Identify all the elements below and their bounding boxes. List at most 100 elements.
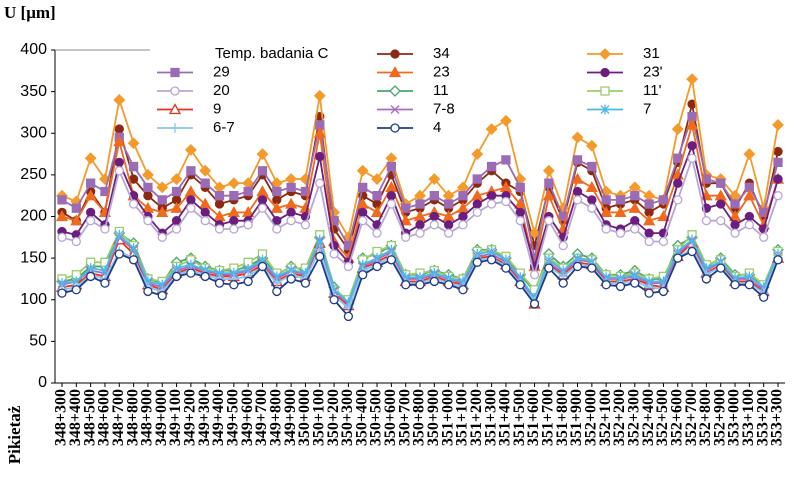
marker — [229, 191, 239, 201]
x-tick-label: 349+100 — [167, 389, 184, 446]
marker — [544, 178, 554, 188]
marker — [515, 216, 525, 226]
marker — [443, 228, 454, 238]
marker — [214, 224, 225, 234]
legend-marker — [600, 86, 610, 96]
marker — [773, 255, 783, 265]
y-tick-label: 100 — [20, 291, 47, 308]
marker — [70, 214, 83, 226]
marker — [272, 224, 282, 234]
marker — [356, 164, 369, 177]
marker — [486, 199, 497, 209]
legend-label: 31 — [643, 45, 660, 62]
marker — [744, 280, 755, 290]
marker — [515, 207, 525, 217]
marker — [429, 276, 439, 287]
marker — [587, 161, 597, 172]
marker — [100, 278, 110, 288]
x-tick-label: 353+000 — [726, 389, 743, 446]
marker — [429, 211, 439, 222]
marker — [272, 186, 282, 197]
marker — [257, 195, 268, 205]
marker — [716, 178, 726, 188]
marker — [286, 216, 296, 226]
marker — [658, 236, 669, 247]
x-tick-label: 350+500 — [368, 389, 385, 446]
marker — [601, 195, 611, 205]
x-tick-label: 350+900 — [425, 389, 442, 446]
marker — [759, 292, 769, 302]
marker — [372, 261, 382, 272]
marker — [657, 210, 670, 222]
marker — [199, 164, 212, 177]
marker — [472, 199, 482, 209]
marker — [485, 123, 498, 136]
x-tick-label: 353+200 — [754, 389, 771, 446]
marker — [272, 286, 282, 297]
marker — [529, 299, 540, 309]
y-tick-label: 200 — [20, 208, 47, 225]
marker — [515, 280, 525, 290]
legend-marker — [600, 104, 610, 115]
marker — [84, 152, 97, 165]
marker — [200, 216, 210, 226]
marker — [486, 255, 497, 265]
marker — [300, 278, 311, 288]
marker — [371, 173, 383, 185]
legend-marker — [170, 123, 180, 133]
x-tick-label: 351+000 — [439, 389, 456, 446]
x-tick-label: 352+000 — [583, 389, 600, 446]
marker — [415, 199, 425, 209]
marker — [471, 148, 484, 160]
legend-marker — [390, 123, 400, 133]
marker — [644, 228, 654, 238]
marker — [429, 191, 439, 201]
x-tick-label: 352+700 — [683, 389, 700, 446]
marker — [127, 137, 140, 150]
legend-marker — [168, 103, 182, 115]
marker — [315, 178, 325, 188]
legend-marker — [390, 49, 400, 59]
marker — [773, 174, 783, 184]
marker — [673, 178, 683, 188]
marker — [630, 191, 640, 201]
marker — [501, 155, 511, 165]
marker — [243, 186, 253, 197]
x-tick-label: 351+400 — [497, 389, 514, 446]
marker — [615, 195, 626, 205]
marker — [143, 191, 153, 201]
legend-label: 29 — [213, 63, 230, 80]
marker — [84, 189, 97, 201]
marker — [257, 166, 268, 176]
x-tick-label: 349+600 — [239, 389, 256, 446]
marker — [644, 236, 654, 247]
marker — [313, 89, 326, 102]
marker — [671, 123, 684, 136]
marker — [630, 216, 640, 226]
marker — [687, 246, 697, 257]
marker — [772, 119, 784, 131]
marker — [257, 203, 268, 213]
marker — [500, 114, 512, 127]
legend-label: 11' — [643, 82, 662, 99]
marker — [128, 199, 139, 209]
marker — [370, 205, 384, 217]
marker — [186, 195, 196, 205]
marker — [128, 255, 139, 265]
marker — [358, 270, 368, 280]
marker — [315, 120, 325, 130]
marker — [200, 207, 210, 217]
marker — [85, 216, 96, 226]
x-tick-label: 353+100 — [740, 389, 757, 446]
legend-label: 34 — [433, 45, 450, 62]
marker — [572, 155, 583, 165]
legend-marker — [388, 66, 402, 78]
marker — [572, 261, 583, 272]
marker — [128, 161, 139, 172]
x-tick-label: 349+300 — [196, 389, 213, 446]
legend-label: 23 — [433, 63, 450, 80]
marker — [143, 286, 153, 297]
x-tick-label: 351+600 — [525, 389, 542, 446]
marker — [429, 220, 439, 230]
